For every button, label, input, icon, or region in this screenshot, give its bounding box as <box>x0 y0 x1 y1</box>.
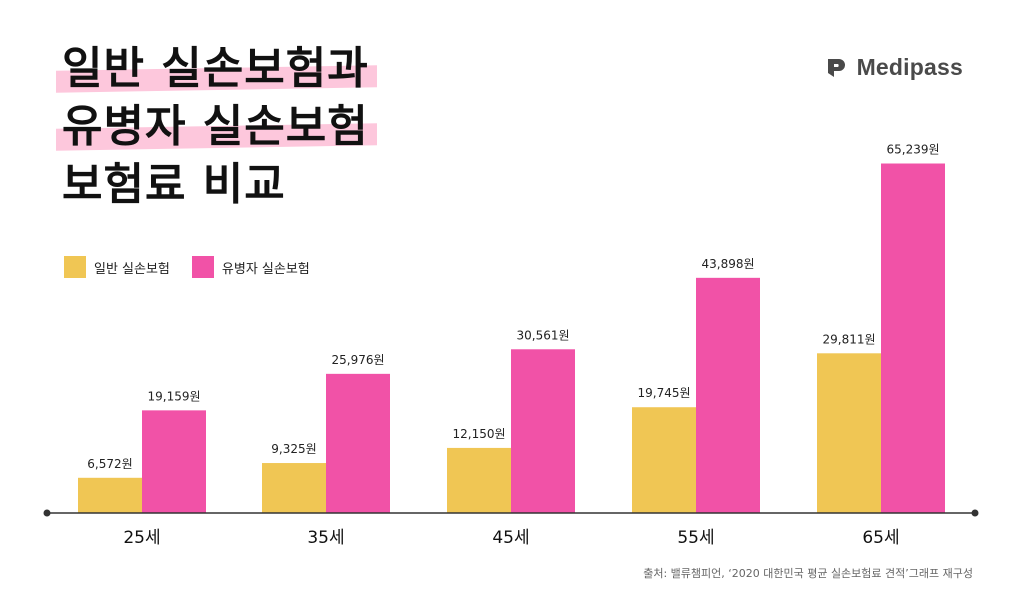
title-line-1: 일반 실손보험과 <box>62 40 369 98</box>
x-tick-label-2: 45세 <box>492 528 529 548</box>
data-label-general-2: 12,150원 <box>452 427 505 441</box>
x-axis-start-dot <box>43 509 51 517</box>
bar-general-3 <box>632 407 696 513</box>
x-axis-end-dot <box>971 509 979 517</box>
source-note: 출처: 밸류챔피언, ‘2020 대한민국 평균 실손보험료 견적’그래프 재구… <box>643 567 973 580</box>
data-label-general-3: 19,745원 <box>637 386 690 400</box>
bar-preexisting-4 <box>881 163 945 513</box>
legend-label-preexisting: 유병자 실손보험 <box>221 261 310 277</box>
data-label-general-0: 6,572원 <box>87 457 132 471</box>
brand-name: Medipass <box>856 54 963 80</box>
bar-general-2 <box>447 447 511 513</box>
legend-item-preexisting: 유병자 실손보험 <box>191 256 310 278</box>
bar-preexisting-1 <box>326 373 390 513</box>
x-tick-label-3: 55세 <box>677 528 714 548</box>
data-label-preexisting-3: 43,898원 <box>701 257 754 271</box>
legend-item-general: 일반 실손보험 <box>64 256 170 278</box>
data-label-general-4: 29,811원 <box>822 332 875 346</box>
data-label-preexisting-1: 25,976원 <box>331 353 384 367</box>
bar-preexisting-0 <box>142 410 206 513</box>
medipass-logo-icon <box>827 58 845 77</box>
x-tick-label-0: 25세 <box>123 528 160 548</box>
data-label-preexisting-2: 30,561원 <box>516 328 569 342</box>
x-tick-label-1: 35세 <box>307 528 344 548</box>
legend-swatch-general <box>64 256 86 278</box>
x-tick-label-4: 65세 <box>862 528 899 548</box>
bar-preexisting-2 <box>511 349 575 513</box>
legend-label-general: 일반 실손보험 <box>94 261 170 277</box>
legend-swatch-preexisting <box>191 256 214 278</box>
data-label-preexisting-0: 19,159원 <box>147 389 200 403</box>
bar-preexisting-3 <box>696 277 760 513</box>
title-line-3: 보험료 비교 <box>62 159 286 210</box>
data-label-preexisting-4: 65,239원 <box>886 143 939 157</box>
page-title: 일반 실손보험과 유병자 실손보험 보험료 비교 <box>62 40 369 214</box>
title-line-2: 유병자 실손보험 <box>62 98 369 156</box>
data-label-general-1: 9,325원 <box>271 442 316 456</box>
brand-logo: Medipass <box>825 54 963 81</box>
bar-general-4 <box>817 353 881 513</box>
bar-general-0 <box>78 477 142 513</box>
bar-general-1 <box>262 463 326 513</box>
chart-legend: 일반 실손보험 유병자 실손보험 <box>64 256 310 278</box>
